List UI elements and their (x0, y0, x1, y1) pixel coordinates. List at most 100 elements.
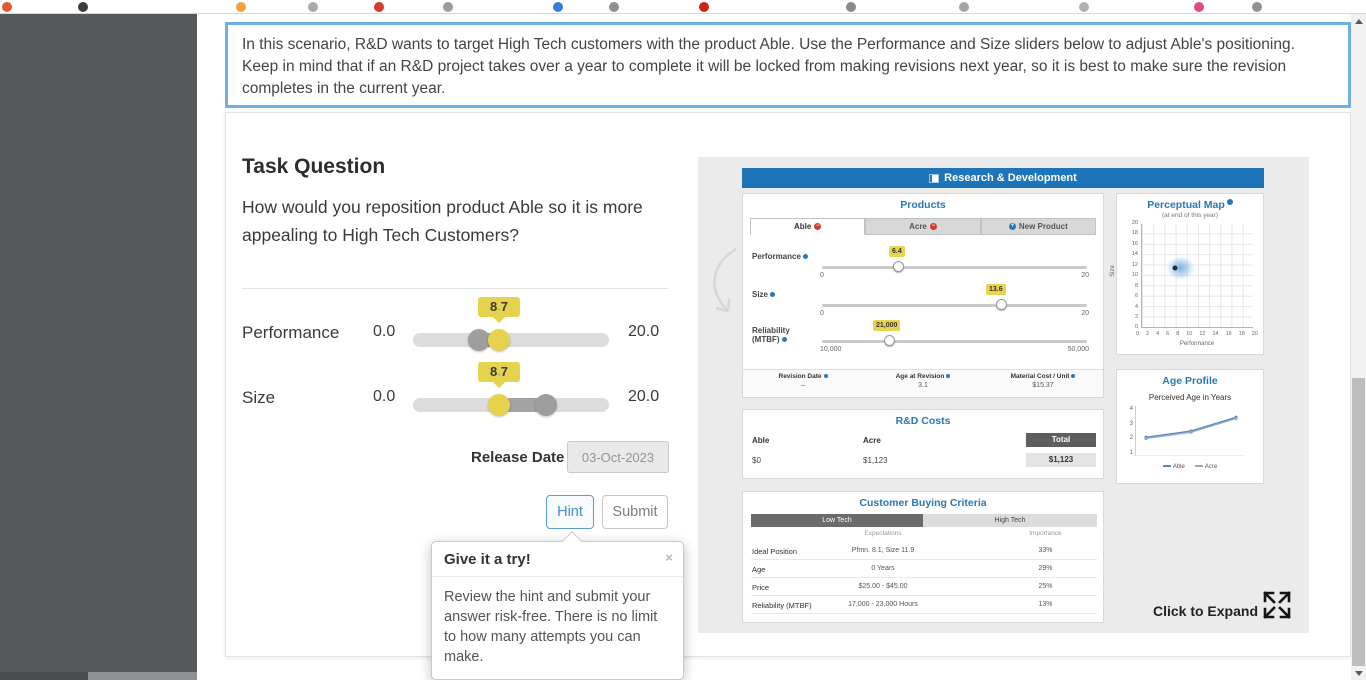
pmap-y-ticks: 20 18 16 14 12 10 8 6 4 2 0 (1131, 220, 1138, 331)
release-date-input[interactable] (567, 441, 669, 473)
criteria-row: Ideal Position Pfmn. 8.1, Size 11.9 33% (751, 542, 1097, 560)
mini-reliability-track[interactable] (822, 340, 1087, 343)
legend-item: Able (1162, 464, 1185, 470)
hint-popover: Give it a try! × Review the hint and sub… (431, 531, 684, 680)
expand-icon[interactable] (1262, 589, 1292, 621)
size-target-handle[interactable] (488, 394, 510, 416)
perceptual-map-subtitle: (at end of this year) (1162, 212, 1218, 219)
mini-performance-handle[interactable] (893, 261, 904, 272)
criteria-row: Age 0 Years 29% (751, 560, 1097, 578)
bookmark-favicon[interactable] (699, 2, 709, 12)
size-slider-row: Size 0.0 8.7 20.0 (242, 362, 672, 422)
products-title: Products (900, 199, 946, 211)
tab-able[interactable]: Able (750, 218, 866, 235)
bookmark-favicon[interactable] (2, 2, 12, 12)
sidebar (0, 14, 197, 680)
performance-target-handle[interactable] (488, 329, 510, 351)
scrollbar-thumb[interactable] (1352, 378, 1365, 666)
performance-value-bubble: 8.7 (478, 297, 520, 324)
close-icon[interactable]: × (665, 550, 673, 565)
size-min: 0.0 (373, 388, 396, 405)
cost-val-acre: $1,123 (863, 456, 888, 465)
age-profile-subtitle: Perceived Age in Years (1148, 393, 1232, 402)
performance-current-handle[interactable] (468, 329, 490, 351)
hint-button[interactable]: Hint (546, 495, 594, 529)
mini-size-track[interactable] (822, 304, 1087, 307)
popover-title: Give it a try! × (432, 542, 683, 577)
bookmarks-bar (0, 0, 1366, 14)
pmap-y-axis-label: Size (1109, 265, 1116, 277)
stat-age-at-revision: Age at Revision 3.1 (863, 370, 983, 397)
size-value-bubble: 8.7 (478, 362, 520, 389)
mini-performance-track[interactable] (822, 266, 1087, 269)
submit-button[interactable]: Submit (602, 495, 668, 529)
bookmark-favicon[interactable] (236, 2, 246, 12)
add-icon (1008, 223, 1016, 230)
segment-low-tech: Low Tech (751, 514, 923, 527)
size-slider-fill (499, 398, 546, 412)
segment-high-tech: High Tech (923, 514, 1097, 527)
pmap-product-dot (1172, 265, 1178, 271)
task-question-title: Task Question (242, 155, 386, 178)
size-slider-track[interactable]: 8.7 (413, 362, 609, 416)
stat-material-cost: Material Cost / Unit $15.37 (983, 370, 1103, 397)
bookmark-favicon[interactable] (374, 2, 384, 12)
cost-col-able: Able (752, 436, 770, 445)
mini-reliability-row: Reliability (MTBF) 21,000 10,000 50,000 (752, 320, 1089, 353)
bookmark-favicon[interactable] (1194, 2, 1204, 12)
scrollbar-down-arrow[interactable] (1351, 665, 1366, 680)
bookmark-favicon[interactable] (308, 2, 318, 12)
cost-val-total: $1,123 (1026, 453, 1096, 467)
bookmark-favicon[interactable] (553, 2, 563, 12)
product-stats-row: Revision Date – Age at Revision 3.1 Mate… (743, 369, 1103, 397)
rd-header-bar: Research & Development (742, 168, 1264, 188)
mini-performance-value: 6.4 (889, 246, 905, 257)
size-max: 20.0 (628, 388, 660, 405)
scenario-text: In this scenario, R&D wants to target Hi… (242, 36, 1295, 97)
cost-val-able: $0 (752, 456, 761, 465)
click-to-expand-label[interactable]: Click to Expand (1152, 603, 1258, 619)
bookmark-favicon[interactable] (846, 2, 856, 12)
subheader-importance: Importance (1029, 530, 1062, 537)
mini-size-handle[interactable] (996, 299, 1007, 310)
remove-icon (929, 223, 937, 230)
bookmark-favicon[interactable] (443, 2, 453, 12)
sidebar-horizontal-scrollbar[interactable] (0, 672, 197, 680)
scenario-instructions: In this scenario, R&D wants to target Hi… (225, 22, 1351, 108)
bookmark-favicon[interactable] (1252, 2, 1262, 12)
bookmark-favicon[interactable] (609, 2, 619, 12)
vertical-scrollbar[interactable] (1351, 14, 1366, 680)
age-chart-svg (1135, 406, 1245, 456)
cost-col-acre: Acre (863, 436, 881, 445)
bookmark-favicon[interactable] (78, 2, 88, 12)
release-date-label: Release Date (471, 449, 565, 466)
bookmark-favicon[interactable] (959, 2, 969, 12)
divider (242, 288, 668, 289)
age-profile-title: Age Profile (1162, 375, 1218, 387)
size-current-handle[interactable] (535, 394, 557, 416)
rnd-costs-title: R&D Costs (895, 415, 951, 427)
performance-slider-track[interactable]: 8.7 (413, 297, 609, 351)
perceptual-map-title: Perceptual Map (1117, 199, 1263, 211)
performance-label: Performance (242, 323, 340, 342)
pmap-x-ticks: 0 2 4 6 8 10 12 14 16 18 20 (1136, 331, 1258, 337)
perceptual-map-panel: Perceptual Map (at end of this year) 20 1… (1110, 193, 1264, 355)
tab-acre[interactable]: Acre (865, 218, 981, 235)
products-panel: Products Able Acre New Product (742, 193, 1104, 398)
performance-max: 20.0 (628, 323, 660, 340)
sidebar-hscroll-thumb[interactable] (0, 672, 88, 680)
mini-size-value: 13.6 (986, 284, 1006, 295)
cost-col-total: Total (1026, 433, 1096, 447)
main-content: In this scenario, R&D wants to target Hi… (197, 14, 1351, 680)
legend-item: Acre (1194, 464, 1217, 470)
bookmark-favicon[interactable] (1079, 2, 1089, 12)
pmap-plot (1141, 224, 1253, 328)
mini-size-row: Size 13.6 0 20 (752, 284, 1089, 317)
scrollbar-up-arrow[interactable] (1351, 14, 1366, 29)
mini-reliability-handle[interactable] (884, 335, 895, 346)
tab-new-product[interactable]: New Product (980, 218, 1096, 235)
rd-screenshot-thumbnail[interactable]: Research & Development Products Able Acr… (698, 157, 1309, 633)
criteria-row: Price $25.00 - $45.00 25% (751, 578, 1097, 596)
